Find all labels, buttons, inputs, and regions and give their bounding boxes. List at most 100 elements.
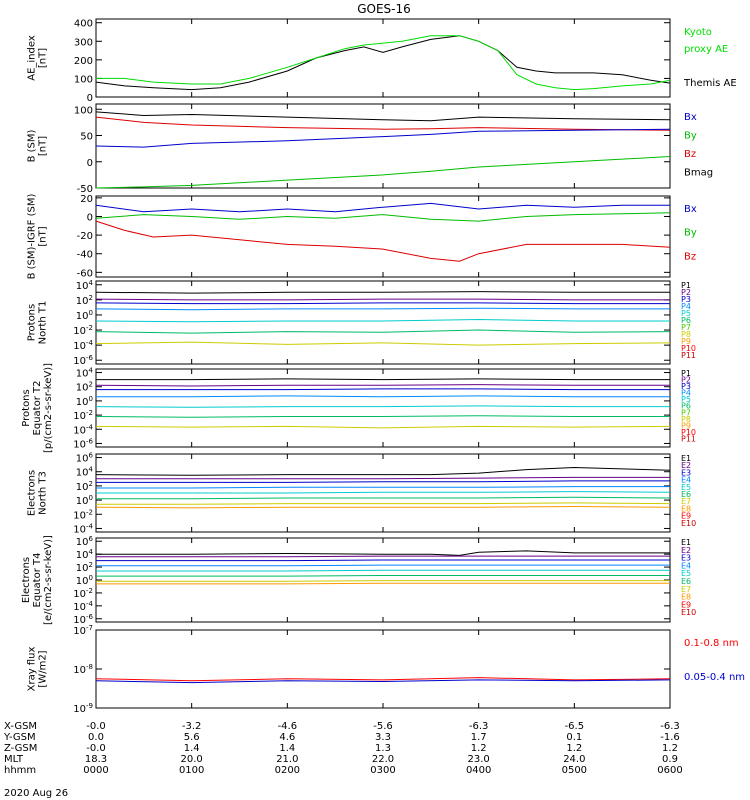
ephemeris-label-mlt: MLT [4, 754, 24, 765]
y-axis-label-e_t4-0: Electrons [21, 557, 32, 603]
ephemeris-value-3-2: 21.0 [276, 754, 298, 765]
ephemeris-value-4-3: 0300 [370, 765, 395, 776]
y-tick-label-e_t3-3: 102 [76, 480, 93, 493]
series-line-xray-0-05-0-4-nm [95, 679, 671, 684]
y-axis-label-ae-0: AE_index [27, 35, 38, 81]
legend-b_sm-1: By [684, 131, 697, 142]
ephemeris-value-0-2: -4.6 [278, 721, 298, 732]
legend-e_t4-9: E10 [681, 608, 696, 617]
series-line-e_t3-e8 [95, 505, 671, 509]
y-tick-label-p_t1-1: 10-4 [73, 339, 93, 352]
legend-e_t3-4: E5 [681, 483, 691, 492]
y-tick-label-e_t4-5: 104 [76, 548, 94, 561]
y-tick-label-p_t1-2: 10-2 [73, 324, 93, 337]
y-tick-label-p_t1-4: 102 [76, 294, 93, 307]
series-line-e_t3-e6 [96, 496, 671, 500]
series-line-e_t4-e8 [96, 582, 670, 585]
y-tick-label-b_igrf-1: -40 [77, 250, 93, 261]
ephemeris-value-4-5: 0500 [562, 765, 587, 776]
y-tick-label-xray-0: 10-9 [73, 702, 93, 715]
ephemeris-value-0-4: -6.3 [469, 721, 489, 732]
y-tick-label-p_t2-0: 10-6 [73, 437, 93, 450]
legend-e_t4-2: E3 [681, 554, 691, 563]
y-tick-label-p_t2-5: 104 [76, 367, 94, 380]
legend-p_t2-4: P5 [681, 395, 691, 404]
ephemeris-value-1-2: 4.6 [279, 732, 295, 743]
series-line-e_t4-e7 [96, 580, 670, 582]
series-line-b_sm-bz [95, 116, 671, 131]
legend-p_t1-6: P7 [681, 323, 691, 332]
y-tick-label-b_sm-0: -50 [77, 184, 93, 195]
series-line-ae-kyoto-proxy-ae [96, 35, 671, 91]
y-axis-label-p_t2-1: Equator T2 [32, 381, 43, 436]
ephemeris-value-3-1: 20.0 [181, 754, 203, 765]
y-tick-label-b_sm-2: 50 [80, 132, 93, 143]
series-line-b_sm-by [95, 156, 671, 189]
ephemeris-value-0-6: -6.3 [660, 721, 680, 732]
ephemeris-value-1-3: 3.3 [375, 732, 391, 743]
series-line-p_t1-p5 [95, 318, 670, 323]
series-line-e_t3-e7 [96, 502, 671, 505]
y-axis-label-e_t3-0: Electrons [27, 470, 38, 516]
series-line-p_t2-p1 [96, 378, 670, 381]
series-line-e_t4-e2 [96, 555, 670, 558]
legend-e_t4-4: E5 [681, 569, 691, 578]
y-tick-label-p_t2-4: 102 [76, 381, 93, 394]
y-tick-label-xray-1: 10-8 [73, 663, 93, 676]
legend-p_t2-8: P9 [681, 421, 691, 430]
panel-frame-e_t4 [95, 537, 671, 623]
y-axis-label-e_t3-1: North T3 [38, 471, 49, 515]
legend-p_t1-8: P9 [681, 337, 691, 346]
panel-frame-p_t2 [95, 368, 671, 448]
series-line-e_t3-e5 [96, 491, 671, 494]
legend-p_t2-3: P4 [681, 389, 691, 398]
legend-e_t3-2: E3 [681, 468, 691, 477]
legend-b_sm-2: Bz [684, 149, 696, 160]
legend-b_igrf-1: By [684, 228, 697, 239]
legend-e_t3-3: E4 [681, 476, 691, 485]
series-line-p_t2-p3 [96, 388, 670, 391]
legend-b_sm-3: Bmag [684, 168, 713, 179]
ephemeris-value-2-3: 1.3 [375, 743, 391, 754]
panel-frame-ae [95, 18, 671, 98]
legend-e_t4-5: E6 [681, 577, 691, 586]
series-line-e_t3-e2 [96, 476, 670, 480]
ephemeris-value-0-1: -3.2 [182, 721, 202, 732]
legend-e_t4-6: E7 [681, 585, 691, 594]
y-tick-label-e_t4-0: 10-6 [73, 613, 93, 626]
panel-frame-b_igrf [95, 195, 671, 278]
chart-title: GOES-16 [357, 2, 411, 16]
y-tick-label-e_t3-2: 100 [76, 494, 93, 507]
series-line-e_t4-e3 [96, 559, 670, 562]
legend-p_t1-3: P4 [681, 302, 691, 311]
legend-e_t3-8: E9 [681, 512, 691, 521]
y-tick-label-p_t1-0: 10-6 [73, 354, 93, 367]
ephemeris-label-z-gsm: Z-GSM [4, 743, 37, 754]
y-tick-label-xray-2: 10-7 [73, 624, 93, 637]
series-line-p_t1-p8 [95, 341, 671, 346]
y-tick-label-p_t1-3: 100 [76, 309, 93, 322]
y-axis-label-e_t4-1: Equator T4 [32, 553, 43, 608]
series-line-b_igrf-by [95, 212, 671, 222]
y-tick-label-b_igrf-2: -20 [77, 231, 93, 242]
legend-e_t3-1: E2 [681, 461, 691, 470]
y-tick-label-e_t3-0: 10-4 [73, 522, 93, 535]
ephemeris-value-3-5: 24.0 [563, 754, 585, 765]
series-line-ae-themis-ae [95, 35, 671, 91]
ephemeris-value-1-0: 0.0 [88, 732, 104, 743]
legend-e_t3-6: E7 [681, 497, 691, 506]
series-line-b_igrf-bx [95, 202, 670, 213]
series-line-e_t3-e3 [96, 480, 670, 483]
y-tick-label-e_t4-3: 100 [76, 574, 93, 587]
series-line-p_t1-p3 [95, 302, 670, 305]
ephemeris-value-4-4: 0400 [466, 765, 491, 776]
series-line-p_t2-p6 [95, 415, 670, 418]
legend-p_t2-1: P2 [681, 376, 691, 385]
y-axis-label-e_t4-2: [e/(cm2-s-sr-keV)] [43, 535, 54, 625]
legend-b_igrf-0: Bx [684, 204, 697, 215]
y-tick-label-e_t3-4: 104 [76, 466, 94, 479]
y-axis-label-p_t2-0: Protons [21, 389, 32, 426]
series-line-e_t4-e5 [96, 569, 670, 572]
ephemeris-label-y-gsm: Y-GSM [3, 732, 36, 743]
